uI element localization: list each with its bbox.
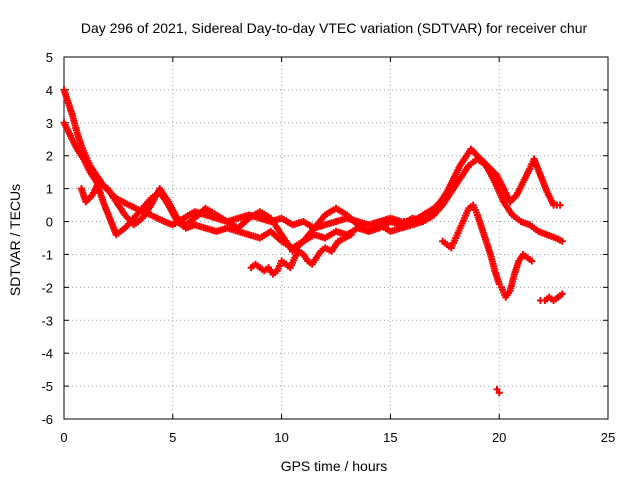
series-outlier xyxy=(493,385,503,397)
series-late-segment xyxy=(537,290,566,304)
data-points xyxy=(60,86,566,397)
y-tick-label: -3 xyxy=(41,313,53,328)
data-point xyxy=(430,211,438,219)
y-tick-label: 2 xyxy=(46,149,53,164)
y-tick-label: -6 xyxy=(41,412,53,427)
plot-frame xyxy=(63,56,609,420)
data-point xyxy=(528,257,536,265)
data-point xyxy=(556,201,564,209)
y-tick-label: -4 xyxy=(41,346,53,361)
x-axis-ticks: 0 5 10 15 20 25 xyxy=(60,57,615,445)
data-point xyxy=(558,237,566,245)
series-dip-segment xyxy=(247,231,355,278)
y-tick-label: 4 xyxy=(46,83,53,98)
series-third-track xyxy=(77,178,438,255)
data-point xyxy=(558,290,566,298)
y-tick-label: -5 xyxy=(41,379,53,394)
y-tick-label: -1 xyxy=(41,247,53,262)
x-tick-label: 20 xyxy=(492,430,506,445)
grid xyxy=(64,57,608,419)
series-main-track xyxy=(60,86,564,232)
x-tick-label: 5 xyxy=(169,430,176,445)
y-tick-label: 5 xyxy=(46,50,53,65)
x-tick-label: 0 xyxy=(60,430,67,445)
x-tick-label: 10 xyxy=(274,430,288,445)
x-tick-label: 15 xyxy=(383,430,397,445)
x-tick-label: 25 xyxy=(601,430,615,445)
y-tick-label: 1 xyxy=(46,182,53,197)
y-axis-label: SDTVAR / TECUs xyxy=(7,184,23,296)
chart-title: Day 296 of 2021, Sidereal Day-to-day VTE… xyxy=(81,20,588,36)
x-axis-label: GPS time / hours xyxy=(281,458,388,474)
y-tick-label: 3 xyxy=(46,116,53,131)
data-point xyxy=(495,389,503,397)
y-tick-label: 0 xyxy=(46,215,53,230)
series-descent-segment xyxy=(439,201,536,301)
y-tick-label: -2 xyxy=(41,280,53,295)
data-point xyxy=(347,231,355,239)
